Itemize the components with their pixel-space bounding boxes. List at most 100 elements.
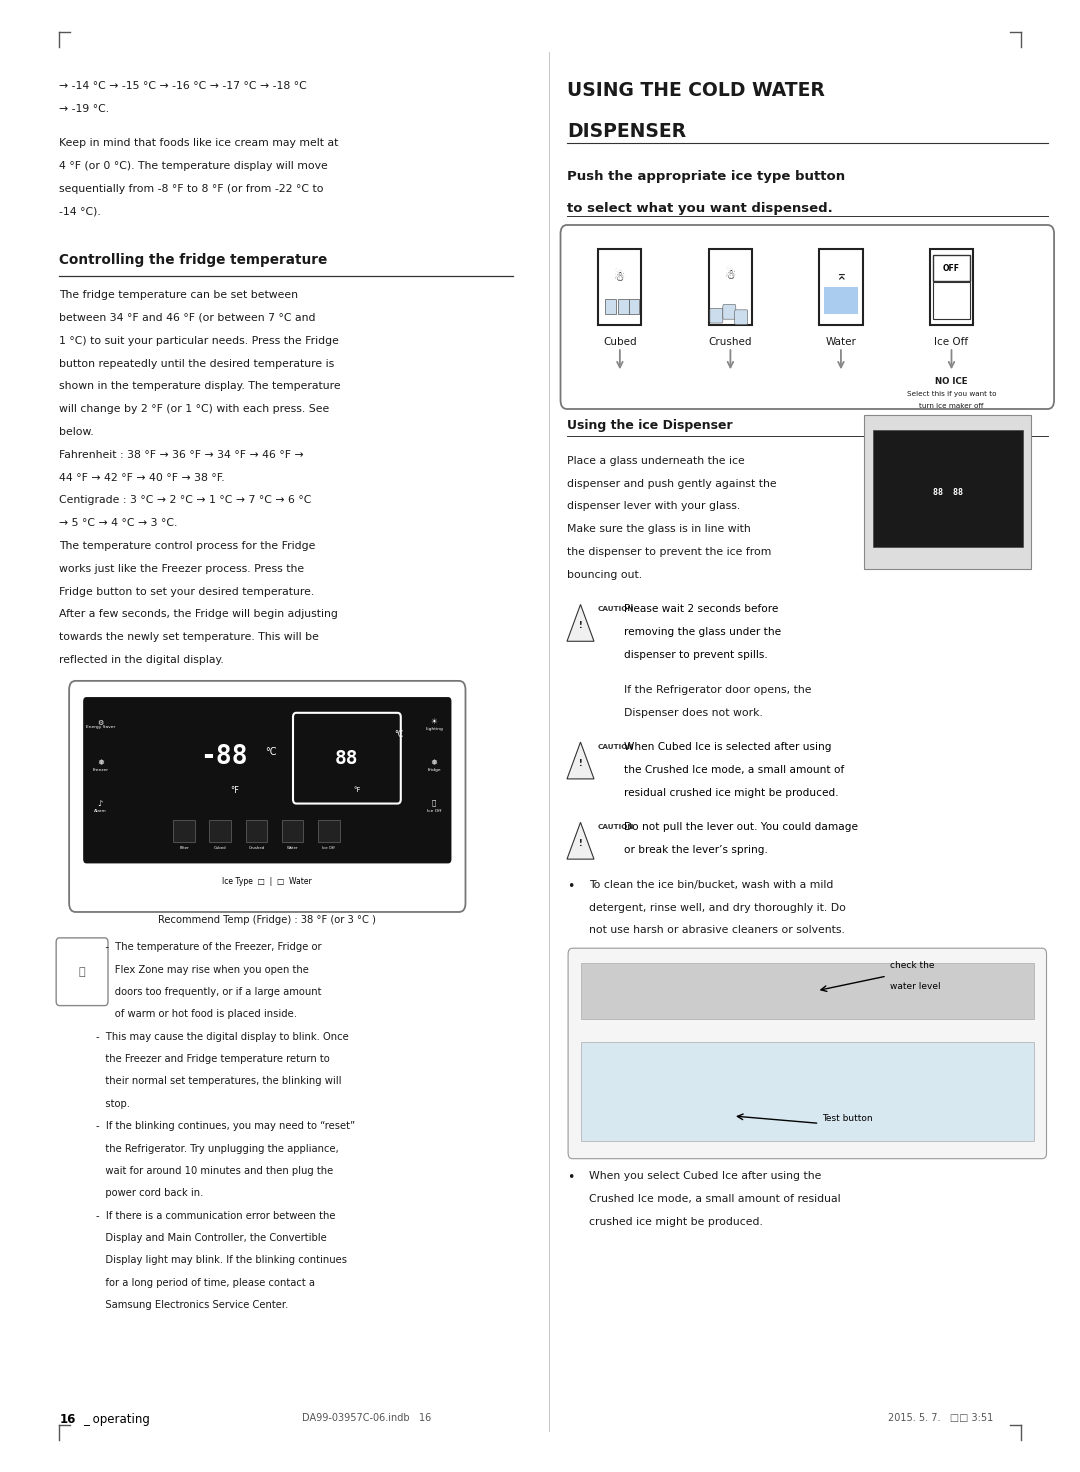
Text: CAUTION: CAUTION <box>597 824 634 830</box>
Text: the Crushed Ice mode, a small amount of: the Crushed Ice mode, a small amount of <box>624 765 845 774</box>
Text: ⚿: ⚿ <box>432 799 436 805</box>
Text: 🖊: 🖊 <box>79 967 85 977</box>
Text: Crushed Ice mode, a small amount of residual: Crushed Ice mode, a small amount of resi… <box>589 1194 840 1204</box>
Text: removing the glass under the: removing the glass under the <box>624 627 781 637</box>
Text: → 5 °C → 4 °C → 3 °C.: → 5 °C → 4 °C → 3 °C. <box>59 518 178 528</box>
Text: check the: check the <box>890 961 934 970</box>
Text: shown in the temperature display. The temperature: shown in the temperature display. The te… <box>59 381 341 392</box>
Text: between 34 °F and 46 °F (or between 7 °C and: between 34 °F and 46 °F (or between 7 °C… <box>59 314 315 322</box>
Text: Keep in mind that foods like ice cream may melt at: Keep in mind that foods like ice cream m… <box>59 138 339 149</box>
Text: water level: water level <box>890 982 941 991</box>
Text: Please wait 2 seconds before: Please wait 2 seconds before <box>624 605 779 614</box>
Bar <box>282 820 303 842</box>
Text: ♪: ♪ <box>98 799 103 808</box>
Text: Display and Main Controller, the Convertible: Display and Main Controller, the Convert… <box>96 1234 327 1242</box>
FancyBboxPatch shape <box>568 948 1047 1158</box>
FancyBboxPatch shape <box>864 415 1031 570</box>
FancyBboxPatch shape <box>293 712 401 804</box>
Text: -14 °C).: -14 °C). <box>59 206 102 216</box>
Bar <box>581 963 1034 1019</box>
Text: Using the ice Dispenser: Using the ice Dispenser <box>567 420 732 433</box>
Text: Do not pull the lever out. You could damage: Do not pull the lever out. You could dam… <box>624 823 859 832</box>
Text: or break the lever’s spring.: or break the lever’s spring. <box>624 845 768 855</box>
FancyBboxPatch shape <box>930 249 973 325</box>
Text: turn ice maker off: turn ice maker off <box>919 403 984 409</box>
Text: !: ! <box>579 621 582 630</box>
FancyBboxPatch shape <box>873 430 1023 548</box>
Text: doors too frequently, or if a large amount: doors too frequently, or if a large amou… <box>96 988 322 997</box>
Text: Fahrenheit : 38 °F → 36 °F → 34 °F → 46 °F →: Fahrenheit : 38 °F → 36 °F → 34 °F → 46 … <box>59 450 305 459</box>
Text: Cubed: Cubed <box>603 337 637 347</box>
Text: Select this if you want to: Select this if you want to <box>907 392 996 397</box>
Bar <box>933 255 970 281</box>
Text: Crushed: Crushed <box>708 337 752 347</box>
Text: Water: Water <box>825 337 856 347</box>
Text: power cord back in.: power cord back in. <box>96 1188 203 1198</box>
Text: dispenser lever with your glass.: dispenser lever with your glass. <box>567 502 740 511</box>
Text: Freezer: Freezer <box>93 767 108 771</box>
Text: Lighting: Lighting <box>426 727 443 730</box>
Text: the Freezer and Fridge temperature return to: the Freezer and Fridge temperature retur… <box>96 1054 329 1064</box>
Text: °C: °C <box>265 748 276 757</box>
Text: After a few seconds, the Fridge will begin adjusting: After a few seconds, the Fridge will beg… <box>59 609 338 620</box>
Text: of warm or hot food is placed inside.: of warm or hot food is placed inside. <box>96 1010 297 1020</box>
Bar <box>581 1042 1034 1141</box>
Text: When Cubed Ice is selected after using: When Cubed Ice is selected after using <box>624 742 832 752</box>
Text: -  This may cause the digital display to blink. Once: - This may cause the digital display to … <box>96 1032 349 1042</box>
Text: 16: 16 <box>59 1413 76 1426</box>
Text: 2015. 5. 7.   □□ 3:51: 2015. 5. 7. □□ 3:51 <box>889 1413 994 1423</box>
Text: To clean the ice bin/bucket, wash with a mild: To clean the ice bin/bucket, wash with a… <box>589 880 833 889</box>
Text: wait for around 10 minutes and then plug the: wait for around 10 minutes and then plug… <box>96 1166 334 1176</box>
Text: bouncing out.: bouncing out. <box>567 570 643 580</box>
Text: Ice Type  □  |  □  Water: Ice Type □ | □ Water <box>222 876 312 886</box>
Text: works just like the Freezer process. Press the: works just like the Freezer process. Pre… <box>59 564 305 574</box>
FancyBboxPatch shape <box>723 305 735 319</box>
Text: CAUTION: CAUTION <box>597 743 634 749</box>
Text: for a long period of time, please contact a: for a long period of time, please contac… <box>96 1278 315 1288</box>
Bar <box>629 299 639 314</box>
Bar <box>173 820 194 842</box>
Text: ❅: ❅ <box>97 758 104 767</box>
Text: The fridge temperature can be set between: The fridge temperature can be set betwee… <box>59 290 298 300</box>
Text: Display light may blink. If the blinking continues: Display light may blink. If the blinking… <box>96 1256 347 1266</box>
Text: When you select Cubed Ice after using the: When you select Cubed Ice after using th… <box>589 1172 821 1181</box>
FancyBboxPatch shape <box>56 938 108 1005</box>
FancyBboxPatch shape <box>69 682 465 913</box>
FancyBboxPatch shape <box>598 249 642 325</box>
Text: button repeatedly until the desired temperature is: button repeatedly until the desired temp… <box>59 359 335 368</box>
Text: Crushed: Crushed <box>248 846 265 851</box>
Text: Ice Off: Ice Off <box>427 808 442 813</box>
FancyBboxPatch shape <box>83 698 451 864</box>
Text: Place a glass underneath the ice: Place a glass underneath the ice <box>567 456 745 465</box>
Text: Test button: Test button <box>822 1114 873 1123</box>
Text: The temperature control process for the Fridge: The temperature control process for the … <box>59 542 315 551</box>
Text: 4 °F (or 0 °C). The temperature display will move: 4 °F (or 0 °C). The temperature display … <box>59 162 328 171</box>
Text: will change by 2 °F (or 1 °C) with each press. See: will change by 2 °F (or 1 °C) with each … <box>59 405 329 414</box>
Text: -  If the blinking continues, you may need to “reset”: - If the blinking continues, you may nee… <box>96 1122 355 1130</box>
Text: -  If there is a communication error between the: - If there is a communication error betw… <box>96 1210 336 1220</box>
Text: sequentially from -8 °F to 8 °F (or from -22 °C to: sequentially from -8 °F to 8 °F (or from… <box>59 184 324 194</box>
Text: crushed ice might be produced.: crushed ice might be produced. <box>589 1217 762 1226</box>
Text: OFF: OFF <box>943 263 960 272</box>
Text: Water: Water <box>287 846 298 851</box>
Text: not use harsh or abrasive cleaners or solvents.: not use harsh or abrasive cleaners or so… <box>589 926 845 935</box>
Text: Centigrade : 3 °C → 2 °C → 1 °C → 7 °C → 6 °C: Centigrade : 3 °C → 2 °C → 1 °C → 7 °C →… <box>59 496 312 505</box>
Text: Filter: Filter <box>179 846 189 851</box>
Text: Ice Off: Ice Off <box>934 337 969 347</box>
Text: Cubed: Cubed <box>214 846 227 851</box>
FancyBboxPatch shape <box>734 309 747 324</box>
Text: → -14 °C → -15 °C → -16 °C → -17 °C → -18 °C: → -14 °C → -15 °C → -16 °C → -17 °C → -1… <box>59 81 307 91</box>
Text: their normal set temperatures, the blinking will: their normal set temperatures, the blink… <box>96 1076 341 1086</box>
Text: -  The temperature of the Freezer, Fridge or: - The temperature of the Freezer, Fridge… <box>96 942 322 952</box>
Text: 88: 88 <box>335 749 359 768</box>
Text: towards the newly set temperature. This will be: towards the newly set temperature. This … <box>59 633 320 642</box>
Text: Samsung Electronics Service Center.: Samsung Electronics Service Center. <box>96 1300 288 1310</box>
Text: ❅: ❅ <box>431 758 437 767</box>
Text: 88  88: 88 88 <box>933 487 962 496</box>
Text: •: • <box>567 880 575 892</box>
Text: the dispenser to prevent the ice from: the dispenser to prevent the ice from <box>567 548 771 556</box>
Text: ☃: ☃ <box>725 269 737 281</box>
Text: °F: °F <box>353 788 361 793</box>
Text: ⌅: ⌅ <box>835 268 847 283</box>
Text: reflected in the digital display.: reflected in the digital display. <box>59 655 225 665</box>
